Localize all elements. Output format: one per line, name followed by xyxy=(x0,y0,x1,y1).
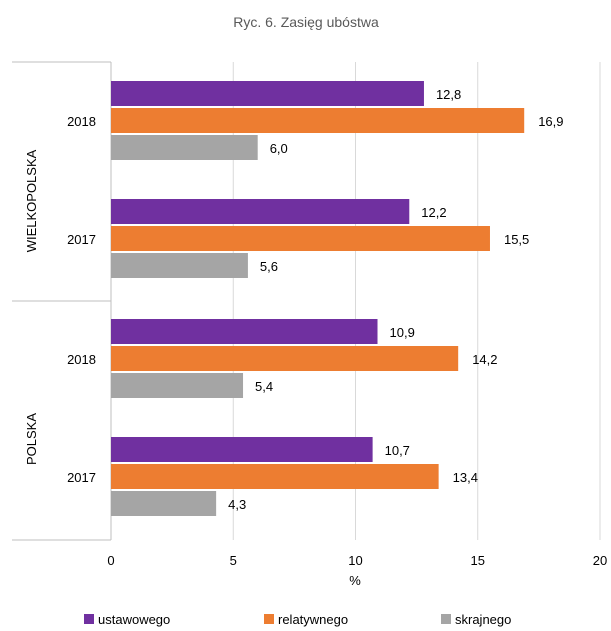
x-tick-label: 5 xyxy=(230,553,237,568)
year-label: 2017 xyxy=(67,232,96,247)
year-label: 2017 xyxy=(67,470,96,485)
bar-ustawowego xyxy=(111,437,373,462)
data-label: 4,3 xyxy=(228,497,246,512)
data-label: 16,9 xyxy=(538,114,563,129)
bar-relatywnego xyxy=(111,226,490,251)
x-tick-label: 0 xyxy=(107,553,114,568)
x-tick-label: 15 xyxy=(471,553,485,568)
category-axis: WIELKOPOLSKA 2018 2017 POLSKA 2018 2017 xyxy=(12,61,112,541)
data-label: 10,7 xyxy=(385,443,410,458)
data-label: 5,4 xyxy=(255,379,273,394)
data-label: 15,5 xyxy=(504,232,529,247)
bar-skrajnego xyxy=(111,135,258,160)
legend: ustawowego relatywnego skrajnego xyxy=(84,612,511,627)
region-label: WIELKOPOLSKA xyxy=(24,149,39,252)
data-label: 12,2 xyxy=(421,205,446,220)
bar-relatywnego xyxy=(111,464,439,489)
data-label: 13,4 xyxy=(453,470,478,485)
data-labels: 12,8 16,9 6,0 12,2 15,5 5,6 10,9 14,2 5,4 10,7 13,… xyxy=(228,87,563,512)
region-label: POLSKA xyxy=(24,413,39,465)
bar-ustawowego xyxy=(111,81,424,106)
x-tick-label: 10 xyxy=(348,553,362,568)
bar-ustawowego xyxy=(111,319,378,344)
legend-swatch xyxy=(264,614,274,624)
bars xyxy=(111,81,525,516)
year-label: 2018 xyxy=(67,352,96,367)
x-axis-title: % xyxy=(349,573,361,588)
legend-label: relatywnego xyxy=(278,612,348,627)
bar-relatywnego xyxy=(111,346,459,371)
data-label: 14,2 xyxy=(472,352,497,367)
data-label: 10,9 xyxy=(390,325,415,340)
x-tick-label: 20 xyxy=(593,553,607,568)
bar-skrajnego xyxy=(111,491,217,516)
data-label: 12,8 xyxy=(436,87,461,102)
legend-swatch xyxy=(84,614,94,624)
bar-ustawowego xyxy=(111,199,410,224)
bar-skrajnego xyxy=(111,253,248,278)
data-label: 5,6 xyxy=(260,259,278,274)
legend-label: ustawowego xyxy=(98,612,170,627)
data-label: 6,0 xyxy=(270,141,288,156)
chart-title: Ryc. 6. Zasięg ubóstwa xyxy=(233,14,379,30)
x-tick-labels: 0 5 10 15 20 xyxy=(107,553,607,568)
legend-swatch xyxy=(441,614,451,624)
bar-skrajnego xyxy=(111,373,244,398)
year-label: 2018 xyxy=(67,114,96,129)
legend-label: skrajnego xyxy=(455,612,511,627)
bar-relatywnego xyxy=(111,108,525,133)
